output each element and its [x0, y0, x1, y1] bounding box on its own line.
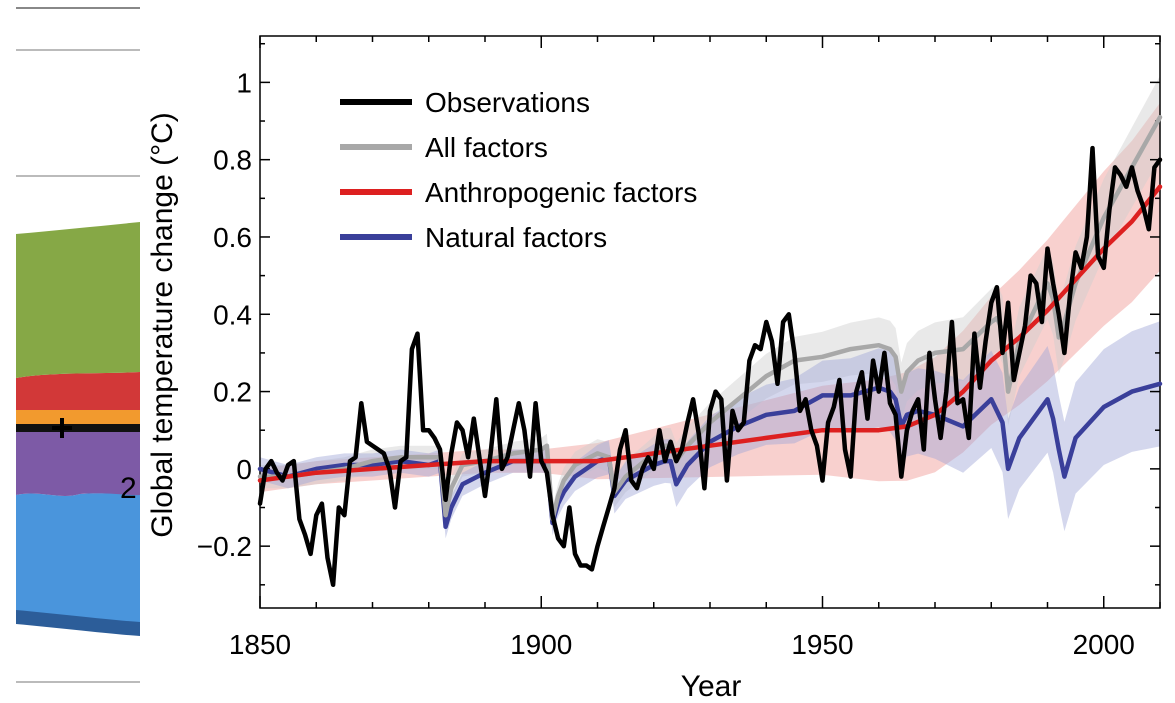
y-tick-label: 0.6	[213, 222, 252, 253]
y-tick-label: 0	[236, 454, 252, 485]
y-tick-label: 0.4	[213, 299, 252, 330]
x-tick-label: 1950	[791, 629, 853, 660]
background-partial-text: 2	[120, 472, 137, 505]
axes-frame: 1850 1900 1950 2000 1 0.8 0.6 0.4 0.2 0 −0.2	[197, 35, 1161, 660]
background-band-orange	[16, 410, 140, 424]
series-lines	[257, 114, 1163, 588]
series-line-anthropogenic-factors	[257, 184, 1163, 483]
background-band-purple	[16, 432, 140, 496]
x-tick-label: 1850	[229, 629, 291, 660]
background-band-green	[16, 222, 140, 378]
x-tick-label: 2000	[1073, 629, 1135, 660]
series-line-all-factors	[257, 114, 1163, 522]
axis-labels: Year Global temperature change (°C)	[146, 112, 741, 703]
background-band-black	[16, 424, 140, 432]
background-band-darkblue-edge	[16, 610, 140, 636]
legend-label: All factors	[425, 132, 548, 163]
background-band-red	[16, 372, 140, 410]
x-axis-label: Year	[681, 670, 742, 703]
legend-label: Observations	[425, 87, 590, 118]
legend-label: Anthropogenic factors	[425, 177, 697, 208]
y-tick-label: 1	[236, 67, 252, 98]
x-tick-label: 1900	[510, 629, 572, 660]
legend-label: Natural factors	[425, 222, 607, 253]
series-line-natural-factors	[257, 381, 1163, 530]
y-tick-label: 0.8	[213, 145, 252, 176]
y-tick-label: 0.2	[213, 377, 252, 408]
y-axis-label: Global temperature change (°C)	[146, 112, 179, 538]
legend: Observations All factors Anthropogenic fac…	[340, 87, 697, 253]
background-band-blue	[16, 493, 140, 628]
series-line-observations	[257, 145, 1163, 588]
y-tick-label: −0.2	[197, 531, 252, 562]
